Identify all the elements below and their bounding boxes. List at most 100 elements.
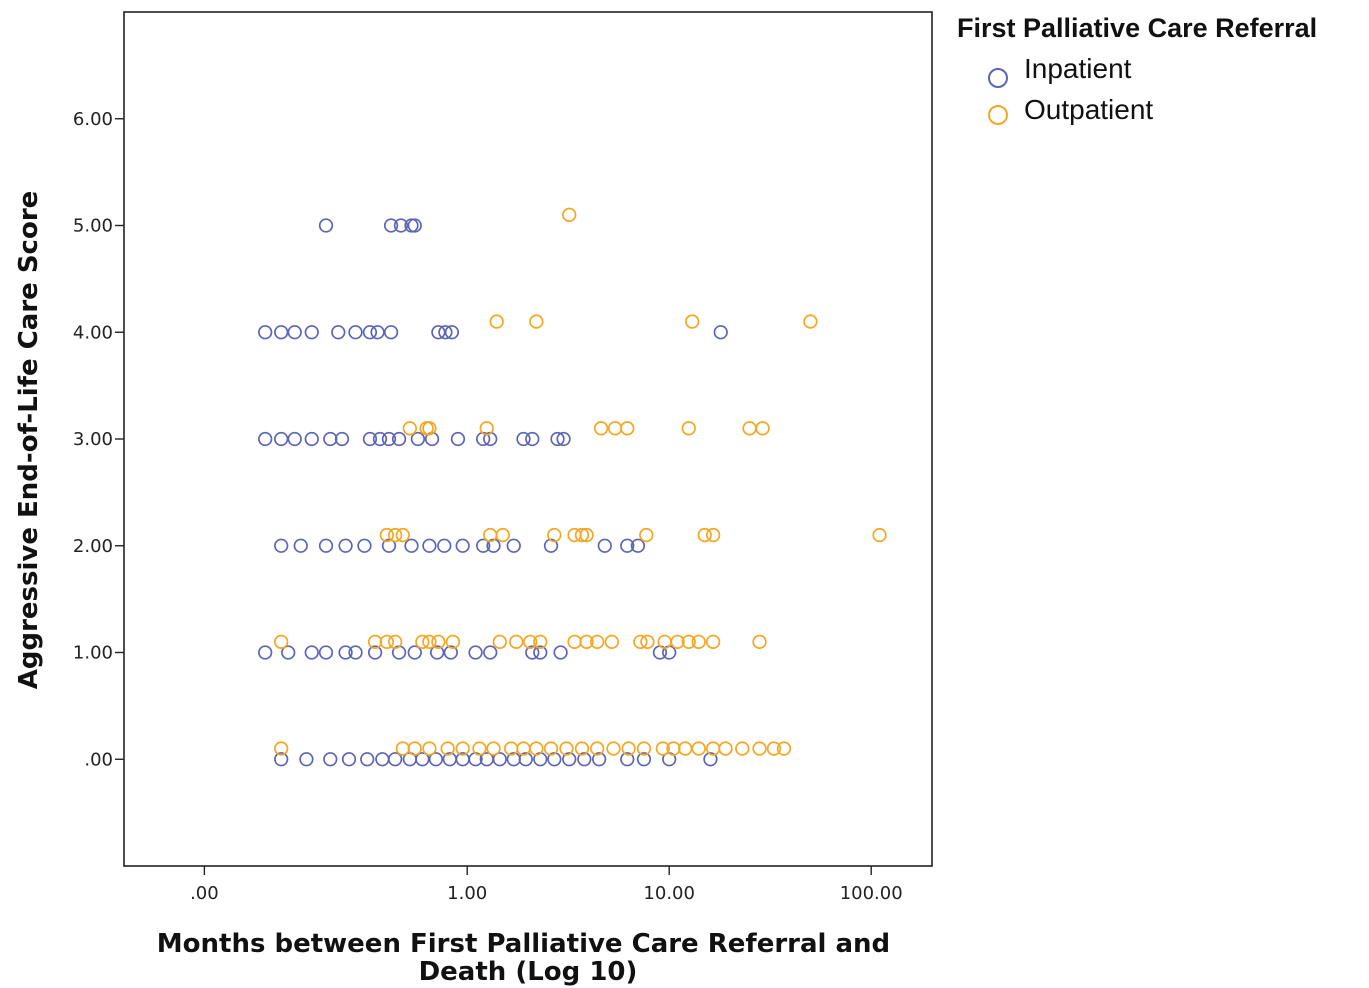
inpatient-point bbox=[533, 645, 548, 660]
outpatient-point bbox=[655, 741, 670, 756]
outpatient-point bbox=[523, 634, 538, 649]
outpatient-point bbox=[606, 741, 621, 756]
inpatient-point bbox=[577, 752, 592, 767]
inpatient-point bbox=[383, 218, 399, 233]
inpatient-point bbox=[620, 752, 635, 767]
y-tick-label: .00 bbox=[84, 749, 113, 770]
inpatient-point bbox=[281, 645, 296, 660]
outpatient-point bbox=[872, 527, 887, 543]
inpatient-point bbox=[450, 431, 466, 447]
outpatient-point bbox=[388, 527, 403, 543]
outpatient-point bbox=[574, 527, 590, 543]
inpatient-point bbox=[258, 431, 273, 447]
inpatient-point bbox=[407, 218, 422, 233]
outpatient-point bbox=[636, 741, 652, 756]
outpatient-point bbox=[495, 527, 510, 543]
inpatient-point bbox=[422, 538, 437, 553]
outpatient-point bbox=[640, 634, 655, 649]
legend-title: First Palliative Care Referral bbox=[957, 13, 1317, 43]
outpatient-point bbox=[678, 741, 693, 756]
inpatient-point bbox=[381, 538, 397, 553]
outpatient-point bbox=[479, 421, 494, 436]
y-tick-label: 3.00 bbox=[73, 429, 113, 450]
x-tick-label: 100.00 bbox=[840, 883, 903, 904]
legend-items: Inpatient Outpatient bbox=[988, 53, 1153, 125]
y-tick-label: 2.00 bbox=[73, 536, 113, 557]
inpatient-point bbox=[357, 538, 372, 553]
x-tick-label: .00 bbox=[190, 883, 219, 904]
inpatient-point bbox=[455, 538, 470, 553]
outpatient-point bbox=[379, 527, 394, 543]
inpatient-point bbox=[407, 645, 422, 660]
outpatient-point bbox=[705, 527, 721, 543]
x-axis-title-line-1: Months between First Palliative Care Ref… bbox=[157, 929, 890, 959]
outpatient-point bbox=[440, 741, 455, 756]
outpatient-point bbox=[559, 741, 574, 756]
outpatient-point bbox=[685, 314, 700, 329]
data-points bbox=[258, 207, 887, 767]
inpatient-point bbox=[274, 538, 289, 553]
outpatient-point bbox=[445, 634, 461, 649]
outpatient-point bbox=[803, 314, 818, 329]
outpatient-point bbox=[562, 207, 577, 222]
inpatient-point bbox=[372, 431, 388, 447]
y-tick-label: 1.00 bbox=[73, 643, 113, 664]
inpatient-point bbox=[428, 752, 444, 767]
outpatient-point bbox=[422, 634, 437, 649]
outpatient-point bbox=[755, 421, 770, 436]
x-axis-title: Months between First Palliative Care Ref… bbox=[157, 929, 899, 987]
inpatient-point bbox=[338, 538, 353, 553]
x-axis: .00 1.00 10.00 100.00 bbox=[190, 866, 903, 904]
inpatient-point bbox=[703, 752, 718, 767]
outpatient-point bbox=[455, 741, 470, 756]
outpatient-point bbox=[543, 741, 559, 756]
inpatient-point bbox=[620, 538, 635, 553]
inpatient-point bbox=[293, 538, 308, 553]
inpatient-point bbox=[553, 645, 568, 660]
outpatient-point bbox=[547, 527, 562, 543]
inpatient-point bbox=[362, 325, 378, 340]
outpatient-point bbox=[509, 634, 524, 649]
outpatient-point bbox=[718, 741, 733, 756]
inpatient-point bbox=[444, 325, 460, 340]
x-tick-label: 1.00 bbox=[447, 883, 487, 904]
inpatient-point bbox=[492, 752, 507, 767]
outpatient-point bbox=[639, 527, 654, 543]
outpatient-point bbox=[604, 634, 619, 649]
inpatient-point bbox=[476, 538, 491, 553]
inpatient-point bbox=[360, 752, 375, 767]
inpatient-point bbox=[274, 431, 289, 447]
outpatient-point bbox=[666, 741, 681, 756]
outpatient-point bbox=[579, 634, 594, 649]
inpatient-point bbox=[323, 752, 338, 767]
inpatient-point bbox=[437, 538, 452, 553]
outpatient-point bbox=[395, 527, 410, 543]
outpatient-point bbox=[593, 421, 609, 436]
outpatient-point bbox=[752, 741, 767, 756]
inpatient-point bbox=[287, 431, 302, 447]
legend-marker-inpatient bbox=[988, 68, 1008, 88]
inpatient-point bbox=[525, 431, 540, 447]
inpatient-point bbox=[468, 645, 483, 660]
inpatient-point bbox=[410, 431, 426, 447]
inpatient-point bbox=[367, 645, 383, 660]
inpatient-point bbox=[591, 752, 607, 767]
inpatient-point bbox=[341, 752, 357, 767]
outpatient-point bbox=[681, 634, 696, 649]
inpatient-point bbox=[415, 752, 430, 767]
outpatient-point bbox=[705, 634, 721, 649]
outpatient-point bbox=[415, 634, 430, 649]
inpatient-point bbox=[483, 645, 498, 660]
outpatient-point bbox=[691, 741, 706, 756]
legend: First Palliative Care Referral Inpatient… bbox=[957, 13, 1317, 125]
inpatient-point bbox=[304, 645, 319, 660]
inpatient-point bbox=[331, 325, 346, 340]
inpatient-point bbox=[636, 752, 652, 767]
inpatient-point bbox=[381, 431, 397, 447]
outpatient-point bbox=[620, 421, 635, 436]
inpatient-point bbox=[348, 645, 363, 660]
y-axis-title: Aggressive End-of-Life Care Score bbox=[14, 191, 44, 690]
inpatient-point bbox=[287, 325, 302, 340]
legend-label-inpatient: Inpatient bbox=[1024, 53, 1132, 84]
outpatient-point bbox=[431, 634, 446, 649]
